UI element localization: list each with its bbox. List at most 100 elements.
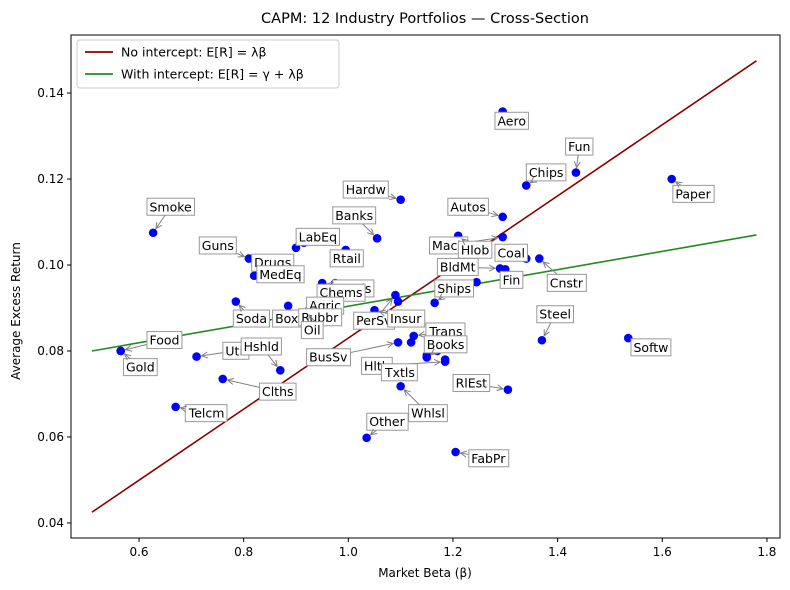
point-label-food: Food xyxy=(124,331,183,352)
legend: No intercept: E[R] = λβ With intercept: E… xyxy=(76,39,340,89)
arrow-head xyxy=(491,235,499,243)
label-text: Aero xyxy=(497,113,526,128)
label-arrow xyxy=(350,342,394,353)
point-label-paper: Paper xyxy=(672,181,715,203)
arrow-head xyxy=(429,348,438,356)
y-tick-label: 0.12 xyxy=(37,172,64,186)
label-text: Banks xyxy=(335,208,373,223)
label-box xyxy=(198,236,237,255)
label-box xyxy=(452,374,491,393)
label-box xyxy=(232,309,271,328)
arrow-head xyxy=(543,329,550,337)
label-text: BusSv xyxy=(309,350,348,365)
label-text: FabPr xyxy=(471,451,506,466)
point-label-bldmt: BldMt xyxy=(436,257,497,276)
label-arrow xyxy=(576,155,579,168)
point-label-smoke: Smoke xyxy=(146,197,196,230)
label-text: Trans xyxy=(428,324,462,339)
point-label-rlest: RlEst xyxy=(452,374,505,393)
data-point xyxy=(372,234,382,243)
series-lines xyxy=(91,60,757,513)
data-point xyxy=(218,374,228,384)
data-point xyxy=(571,168,581,177)
label-text: Smoke xyxy=(149,199,192,214)
label-text: Coal xyxy=(497,245,525,260)
label-box xyxy=(630,338,672,357)
label-text: Paper xyxy=(675,186,711,201)
x-tick-label: 1.8 xyxy=(757,545,776,559)
label-text: Softw xyxy=(633,340,668,355)
data-point xyxy=(521,181,531,190)
label-box xyxy=(494,243,528,262)
label-text: Hlob xyxy=(461,242,490,257)
label-box xyxy=(295,227,341,246)
point-label-oil: Oil xyxy=(300,313,324,340)
label-text: RlEst xyxy=(456,376,488,391)
point-label-steel: Steel xyxy=(536,305,575,337)
arrow-head xyxy=(307,313,315,322)
chart-title: CAPM: 12 Industry Portfolios — Cross-Sec… xyxy=(261,11,589,27)
label-text: Food xyxy=(149,333,179,348)
label-text: PerSv xyxy=(356,313,392,328)
label-box xyxy=(332,206,377,225)
point-label-fin: Fin xyxy=(499,270,524,289)
label-box xyxy=(146,331,183,350)
data-point xyxy=(275,366,285,375)
point-label-banks: Banks xyxy=(332,206,377,236)
point-label-hshld: Hshld xyxy=(240,337,282,368)
label-text: Books xyxy=(427,337,465,352)
point-label-hlob: Hlob xyxy=(457,238,493,259)
point-label-txtls: Txtls xyxy=(380,363,418,382)
label-text: Guns xyxy=(202,238,234,253)
point-label-telcm: Telcm xyxy=(179,404,228,423)
arrow-head xyxy=(461,238,469,246)
label-box xyxy=(300,321,324,340)
arrow-head xyxy=(179,405,188,413)
label-arrow xyxy=(542,261,558,275)
label-text: Whlsl xyxy=(411,406,445,421)
data-point xyxy=(393,338,403,347)
label-box xyxy=(494,111,529,130)
arrow-head xyxy=(529,176,538,184)
data-point xyxy=(396,381,405,391)
arrow-head xyxy=(417,331,426,338)
label-box xyxy=(240,337,282,356)
arrow-head xyxy=(369,428,378,436)
label-arrow xyxy=(267,354,278,367)
data-point xyxy=(393,297,403,306)
legend-entry: With intercept: E[R] = γ + λβ xyxy=(121,67,304,82)
arrow-head xyxy=(542,261,550,269)
data-point xyxy=(535,254,544,263)
arrow-head xyxy=(378,309,386,317)
point-label-aero: Aero xyxy=(494,111,529,130)
arrow-head xyxy=(488,264,497,272)
data-points xyxy=(116,107,676,457)
point-annotations: Aero Fun Chips Paper Smoke Hardw Banks Autos Gun… xyxy=(122,111,715,468)
data-point xyxy=(430,298,439,308)
label-box xyxy=(306,348,352,367)
arrow-head xyxy=(226,377,235,385)
label-text: Soda xyxy=(236,311,267,326)
label-box xyxy=(408,404,448,423)
data-point xyxy=(440,355,450,364)
label-arrow xyxy=(362,223,374,236)
label-text: Mach xyxy=(432,238,465,253)
arrow-head xyxy=(674,181,683,188)
label-arrow xyxy=(379,310,388,314)
label-box xyxy=(536,305,575,324)
label-arrow xyxy=(155,214,166,229)
arrow-head xyxy=(437,293,446,301)
data-point xyxy=(409,331,419,341)
label-box xyxy=(256,265,305,284)
arrow-head xyxy=(496,384,505,392)
y-axis-label: Average Excess Return xyxy=(9,242,23,380)
arrow-head xyxy=(200,351,209,359)
point-label-other: Other xyxy=(366,412,409,436)
legend-box xyxy=(76,39,340,89)
label-text: Hshld xyxy=(244,339,279,354)
label-arrow xyxy=(125,344,147,351)
x-tick-label: 0.6 xyxy=(129,545,148,559)
plot-area-frame xyxy=(70,34,781,539)
data-point xyxy=(498,232,507,242)
label-text: Cnstr xyxy=(550,275,584,290)
